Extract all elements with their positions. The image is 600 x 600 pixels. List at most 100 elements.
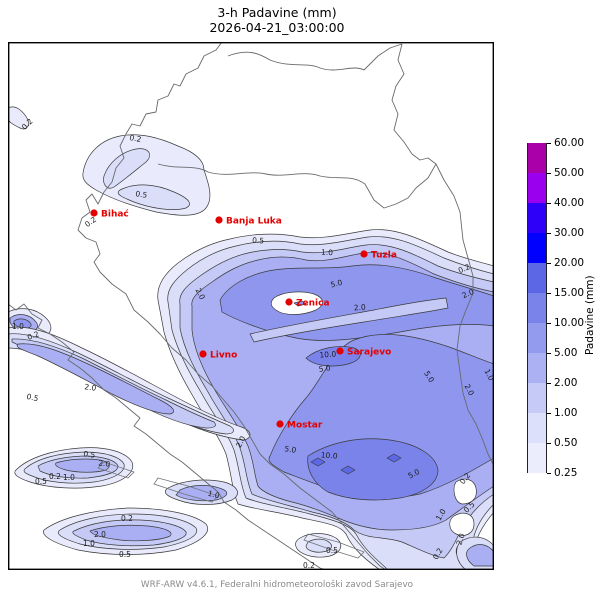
precip-contour-region <box>386 453 402 463</box>
precip-contour-region <box>249 297 449 343</box>
geo-border-line <box>157 163 375 201</box>
city-dot <box>199 350 207 358</box>
map-border <box>8 42 494 570</box>
colorbar-tick-mark <box>547 203 551 204</box>
city-marker-zenica: Zenica <box>285 298 330 309</box>
colorbar-tick-label: 60.00 <box>554 137 585 149</box>
colorbar-segment <box>528 173 546 203</box>
city-label: Livno <box>210 351 237 361</box>
colorbar-tick-mark <box>547 293 551 294</box>
city-label: Tuzla <box>371 251 397 261</box>
contour-value-label: 5.0 <box>318 363 331 374</box>
contour-value-label: 0.2 <box>303 561 315 570</box>
city-dot <box>336 347 344 355</box>
city-marker-sarajevo: Sarajevo <box>336 347 391 358</box>
city-marker-livno: Livno <box>199 350 237 361</box>
contour-value-label: 0.5 <box>119 550 131 559</box>
contour-value-label: 0.5 <box>83 449 96 460</box>
city-dot <box>215 216 223 224</box>
city-dot <box>90 209 98 217</box>
contour-value-label: 0.2 <box>26 329 41 342</box>
contour-value-label: 2.0 <box>454 532 466 546</box>
city-marker-tuzla: Tuzla <box>360 250 397 261</box>
city-label: Bihać <box>101 209 129 220</box>
contour-value-label: 0.2 <box>457 262 472 275</box>
colorbar-tick-mark <box>547 383 551 384</box>
geo-border-line <box>97 461 135 479</box>
city-marker-bihać: Bihać <box>90 209 129 220</box>
contour-value-label: 1.0 <box>321 248 333 257</box>
colorbar-tick-mark <box>547 353 551 354</box>
colorbar-segment <box>528 233 546 263</box>
precip-contour-region <box>449 512 475 536</box>
contour-value-label: 2.0 <box>98 458 111 468</box>
city-dot <box>285 298 293 306</box>
city-marker-mostar: Mostar <box>276 420 323 431</box>
geo-border-line <box>373 43 437 209</box>
colorbar-tick-label: 2.00 <box>554 377 578 389</box>
contour-value-label: 5.0 <box>284 444 297 455</box>
precip-contour-region <box>453 478 477 505</box>
colorbar <box>527 143 547 473</box>
contour-value-label: 0.2 <box>129 133 143 144</box>
colorbar-axis-label: Padavine (mm) <box>584 275 596 355</box>
contour-value-label: 2.0 <box>94 530 106 539</box>
colorbar-tick-label: 30.00 <box>554 227 585 239</box>
contour-value-label: 2.0 <box>354 303 367 313</box>
precip-contour-region <box>55 458 110 473</box>
precip-fill-layers <box>8 106 494 570</box>
city-label: Zenica <box>296 299 330 309</box>
colorbar-tick-label: 0.50 <box>554 437 578 449</box>
colorbar-tick-mark <box>547 443 551 444</box>
precip-contour-region <box>305 346 361 367</box>
geo-border-line <box>435 163 494 467</box>
colorbar-segment <box>528 143 546 173</box>
colorbar-segment <box>528 203 546 233</box>
colorbar-tick-label: 1.00 <box>554 407 578 419</box>
contour-value-label: 2.0 <box>84 382 97 393</box>
country-borders <box>8 42 494 570</box>
footer-credit: WRF-ARW v4.6.1, Federalni hidrometeorolo… <box>140 580 414 590</box>
colorbar-tick-label: 40.00 <box>554 197 585 209</box>
precip-contour-region <box>13 318 32 329</box>
precip-contour-region <box>307 438 439 501</box>
city-label: Banja Luka <box>226 217 282 227</box>
city-label: Sarajevo <box>347 348 391 358</box>
precip-contour-region <box>466 544 494 567</box>
title-line-1: 3-h Padavine (mm) <box>217 5 337 20</box>
colorbar-tick-label: 10.00 <box>554 317 585 329</box>
colorbar-segment <box>528 323 546 353</box>
city-dot <box>276 420 284 428</box>
contour-value-label: 10.0 <box>319 349 337 359</box>
precip-contour-region <box>8 106 29 130</box>
precip-contour-region <box>117 184 190 210</box>
contour-value-label: 1.0 <box>207 489 221 501</box>
colorbar-tick-label: 0.25 <box>554 467 578 479</box>
precip-contour-region <box>89 524 172 542</box>
contour-value-label: 10.0 <box>321 450 339 460</box>
colorbar-tick-mark <box>547 413 551 414</box>
colorbar-tick-mark <box>547 233 551 234</box>
contour-value-label: 5.0 <box>330 278 344 290</box>
precip-contour-region <box>103 148 150 189</box>
colorbar-segment <box>528 293 546 323</box>
precipitation-map: 0.20.50.20.20.51.00.22.02.05.02.010.05.0… <box>8 42 494 570</box>
city-dot <box>360 250 368 258</box>
geo-border-line <box>8 303 327 570</box>
colorbar-tick-label: 5.00 <box>554 347 578 359</box>
colorbar-segment <box>528 413 546 443</box>
precip-contour-region <box>310 457 326 467</box>
colorbar-tick-mark <box>547 323 551 324</box>
city-layer: Bihać Banja Luka Tuzla Zenica Livno Sarajevo M… <box>90 209 397 431</box>
contour-value-label: 0.2 <box>121 514 133 523</box>
city-marker-banja-luka: Banja Luka <box>215 216 282 227</box>
contour-value-label: 0.5 <box>252 236 265 246</box>
precip-contour-region <box>340 465 356 475</box>
colorbar-tick-mark <box>547 173 551 174</box>
precip-contour-region <box>16 343 174 415</box>
title-line-2: 2026-04-21_03:00:00 <box>209 20 345 35</box>
colorbar-segment <box>528 383 546 413</box>
figure-title: 3-h Padavine (mm) 2026-04-21_03:00:00 <box>0 5 554 35</box>
contour-value-label: 0.2 <box>49 472 61 481</box>
contour-value-label: 1.0 <box>63 473 75 482</box>
